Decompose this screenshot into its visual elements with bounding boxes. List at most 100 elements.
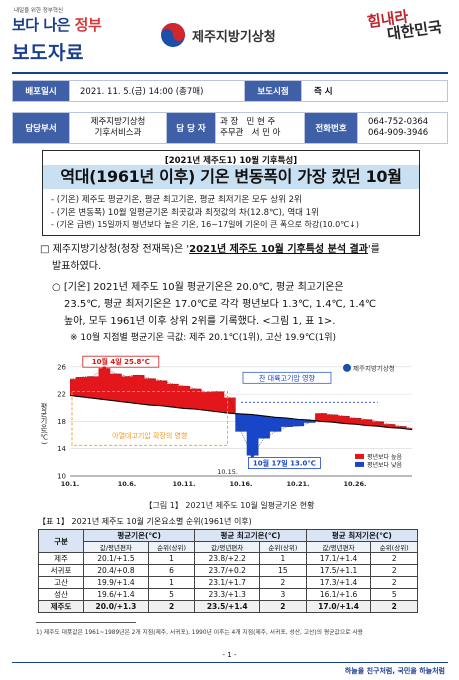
table-row-region: 제주도 [38,600,84,613]
above-normal-band [132,375,145,404]
th-sub-rank: 순위(상위) [370,541,418,553]
headline-bullet-3: - (기온 급변) 15일까지 평년보다 높은 기온, 16~17일에 기온이 … [51,220,359,229]
contact-info-table: 담당부서 제주지방기상청 기후서비스과 담 당 자 과 장 민 현 주 주무관 서 … [12,112,448,144]
above-normal-band [178,385,191,409]
legend-label-below: 평년보다 낮음 [367,461,403,469]
doc-kind-title: 보도자료 [12,42,84,64]
legend-swatch-below [355,461,364,467]
phone-value: 064-752-0364 064-909-3946 [357,112,448,144]
table-cell-rank: 2 [370,564,418,577]
above-normal-band [383,424,396,428]
y-tick-label: 10 [57,473,66,481]
below-normal-band [303,420,316,423]
gov-innovation-tagline: 내일을 위한 정부혁신 [14,8,64,14]
above-normal-band [315,413,327,422]
headline-tag: [2021년 제주도1) 10월 기후특성] [164,156,298,166]
temperature-rank-table: 구분 평균기온(℃) 평균 최고기온(℃) 평균 최저기온(℃) 값/평년편차 … [38,529,419,613]
th-group-max: 평균 최고기온(℃) [194,529,307,542]
table-cell-rank: 3 [259,588,307,601]
intro-line-2: 발표하였다. [52,261,102,272]
legend-swatch-above [355,453,364,459]
footnote-rule [36,622,136,623]
table-cell-value: 17.1/+1.4 [305,552,372,565]
table-cell-value: 23.7/+0.2 [194,564,261,577]
table-row-region: 제주 [38,552,84,565]
intro-line-1: □ 제주지방기상청(청장 전재목)은 '2021년 제주도 10월 기후특성 분… [40,241,380,258]
table-cell-value: 23.3/+1.3 [194,588,261,601]
agency-emblem: 제주지방기상청 [160,22,310,48]
table-row: 고산 19.9/+1.4 1 23.1/+1.7 2 17.3/+1.4 2 [38,576,418,589]
above-normal-band [109,373,122,401]
table-cell-rank: 2 [259,600,307,613]
table-cell-value: 23.5/+1.4 [194,600,261,613]
staff-line-1: 과 장 민 현 주 [220,117,276,127]
x-tick-label: 10.16. [229,480,252,488]
chart-annotations: 10월 4일 25.8℃ 10월 17일 13.0℃ 10.15. 아열대고기압 확장… [71,355,403,476]
max-annotation-box [82,355,160,368]
table-row: 제주도 20.0/+1.3 2 23.5/+1.4 2 17.0/+1.4 2 [38,600,418,613]
para1-line-2: 23.5℃, 평균 최저기온은 17.0℃로 각각 평년보다 1.3℃, 1.4… [64,299,377,310]
above-normal-band [394,426,407,429]
table-cell-value: 20.0/+1.3 [83,600,149,613]
legend-label-above: 평년보다 높음 [367,453,403,461]
above-normal-band [372,421,384,427]
gov-logo: 보다 나은 정부 [12,14,102,35]
dept-label: 담당부서 [12,112,70,144]
y-tick-label: 18 [57,418,66,426]
below-normal-band [258,415,270,439]
normal-line [69,394,413,431]
max-annotation-label: 10월 4일 25.8℃ [92,357,150,366]
below-normal-band [292,419,305,427]
chart-y-axis-label: 평균기온(℃) [40,402,48,445]
temperature-chart: 10 14 18 22 26 10.1. 10.6. 10.11. 10.16. 10.21. 10… [40,348,420,498]
above-normal-band [326,414,339,423]
intro-text-a: □ 제주지방기상청(청장 전재목)은 ' [40,244,190,255]
below-normal-band [246,414,259,456]
above-normal-band [166,383,179,408]
table-cell-value: 16.1/+1.6 [305,588,372,601]
above-normal-band [98,368,111,400]
min-annotation-box [247,457,321,469]
max-point [102,366,106,370]
para1-line-3: 높아, 모두 1961년 이후 상위 2위를 기록했다. <그림 1, 표 1>… [64,316,336,327]
intro-text-b: 2021년 제주도 10월 기후특성 분석 결과 [189,244,368,255]
table-cell-rank: 2 [370,552,418,565]
x-tick-label: 10.21. [286,480,309,488]
y-tick-label: 26 [57,363,66,371]
th-sub-value: 값/평년편차 [194,541,261,553]
above-normal-band [201,392,213,411]
table-row-region: 서귀포 [38,564,84,577]
below-normal-band [280,418,293,427]
table-cell-value: 20.4/+0.8 [83,564,149,577]
table-row: 서귀포 20.4/+0.8 6 23.7/+0.2 15 17.5/+1.1 2 [38,564,418,577]
x-tick-label: 10.26. [343,480,366,488]
para1-line-1: ○ [기온] 2021년 제주도 10월 평균기온은 20.0℃, 평균 최고기… [52,282,344,293]
phone-label: 전화번호 [304,112,358,144]
low-pressure-label: 찬 대륙고기압 영향 [259,373,316,382]
table-cell-value: 20.1/+1.5 [83,552,149,565]
table-cell-value: 19.6/+1.4 [83,588,149,601]
dept-value: 제주지방기상청 기후서비스과 [69,112,167,144]
table-row-region: 고산 [38,576,84,589]
x-tick-label: 10.6. [118,480,137,488]
taeguk-icon [161,23,185,47]
y-tick-label: 22 [57,391,66,399]
footer-rule [12,662,448,663]
th-sub-rank: 순위(상위) [147,541,196,553]
page-number: - 1 - [222,651,237,659]
above-normal-band [337,415,350,424]
high-pressure-box [71,390,229,446]
below-normal-band [235,413,248,432]
headline-box: [2021년 제주도1) 10월 기후특성] 역대(1961년 이후) 기온 변… [42,150,420,236]
table-row: 성산 19.6/+1.4 5 23.3/+1.3 3 16.1/+1.6 5 [38,588,418,601]
intro-text-c: '를 [367,244,380,255]
para1-note: ※ 10월 지점별 평균기온 극값: 제주 20.1℃(1위), 고산 19.9… [70,333,337,343]
agency-name: 제주지방기상청 [192,30,276,45]
figure-caption: 【그림 1】 2021년 제주도 10월 일평균기온 현황 [144,501,315,510]
footnote: 1) 제주도 대푯값은 1961~1989년은 2개 지점(제주, 서귀포), … [36,630,364,636]
slogan-logo: 힘내라 대한민국 [366,5,443,45]
above-normal-band [155,380,168,406]
table-cell-value: 19.9/+1.4 [83,576,149,589]
above-normal-band [121,376,134,403]
table-cell-rank: 2 [147,600,196,613]
